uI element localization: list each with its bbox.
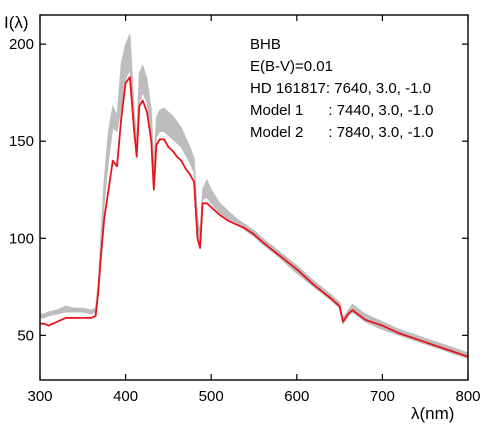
x-tick-label: 400 bbox=[113, 388, 138, 405]
plot-frame bbox=[39, 14, 469, 381]
observed-spectrum-line bbox=[40, 76, 469, 358]
x-tick-label: 500 bbox=[199, 388, 224, 405]
y-axis-label: I(λ) bbox=[4, 13, 29, 32]
x-tick-label: 700 bbox=[370, 388, 395, 405]
x-tick-label: 600 bbox=[284, 388, 309, 405]
x-tick-label: 300 bbox=[27, 388, 52, 405]
tick-layer: 300 400 500 600 700 800 50 100 150 200 bbox=[9, 15, 481, 405]
x-axis-label: λ(nm) bbox=[411, 404, 454, 423]
annotation-line: E(B-V)=0.01 bbox=[250, 58, 333, 75]
y-tick-label: 100 bbox=[9, 230, 34, 247]
y-tick-label: 200 bbox=[9, 36, 34, 53]
annotation-line: HD 161817: 7640, 3.0, -1.0 bbox=[250, 80, 431, 97]
y-tick-label: 150 bbox=[9, 133, 34, 150]
annotation-line: Model 1 : 7440, 3.0, -1.0 bbox=[250, 102, 433, 119]
annotation-line: Model 2 : 7840, 3.0, -1.0 bbox=[250, 124, 433, 141]
y-tick-label: 50 bbox=[17, 327, 34, 344]
x-tick-label: 800 bbox=[455, 388, 480, 405]
annotation-line: BHB bbox=[250, 36, 281, 53]
observed-line-layer bbox=[40, 76, 469, 358]
annotation-block: BHB E(B-V)=0.01 HD 161817: 7640, 3.0, -1.0… bbox=[250, 36, 433, 141]
